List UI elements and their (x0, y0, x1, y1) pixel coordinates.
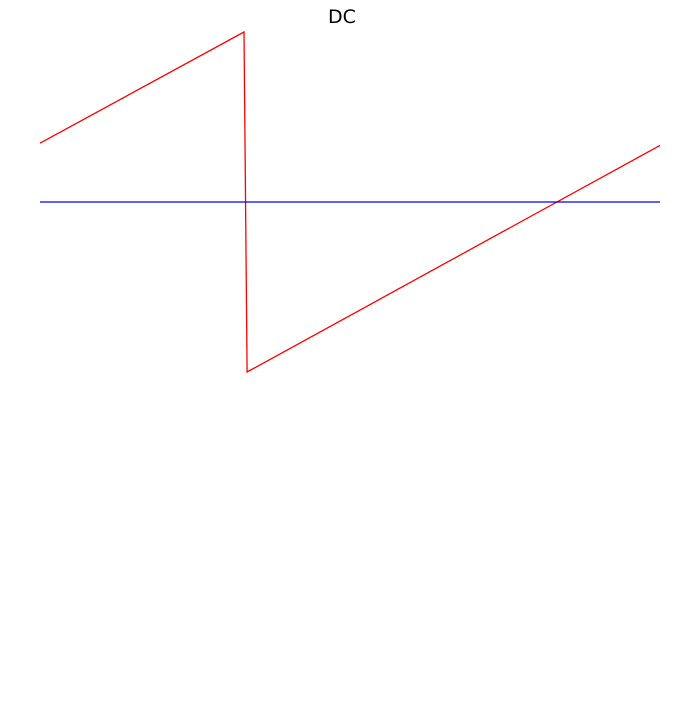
chart-title: DC (328, 6, 356, 28)
